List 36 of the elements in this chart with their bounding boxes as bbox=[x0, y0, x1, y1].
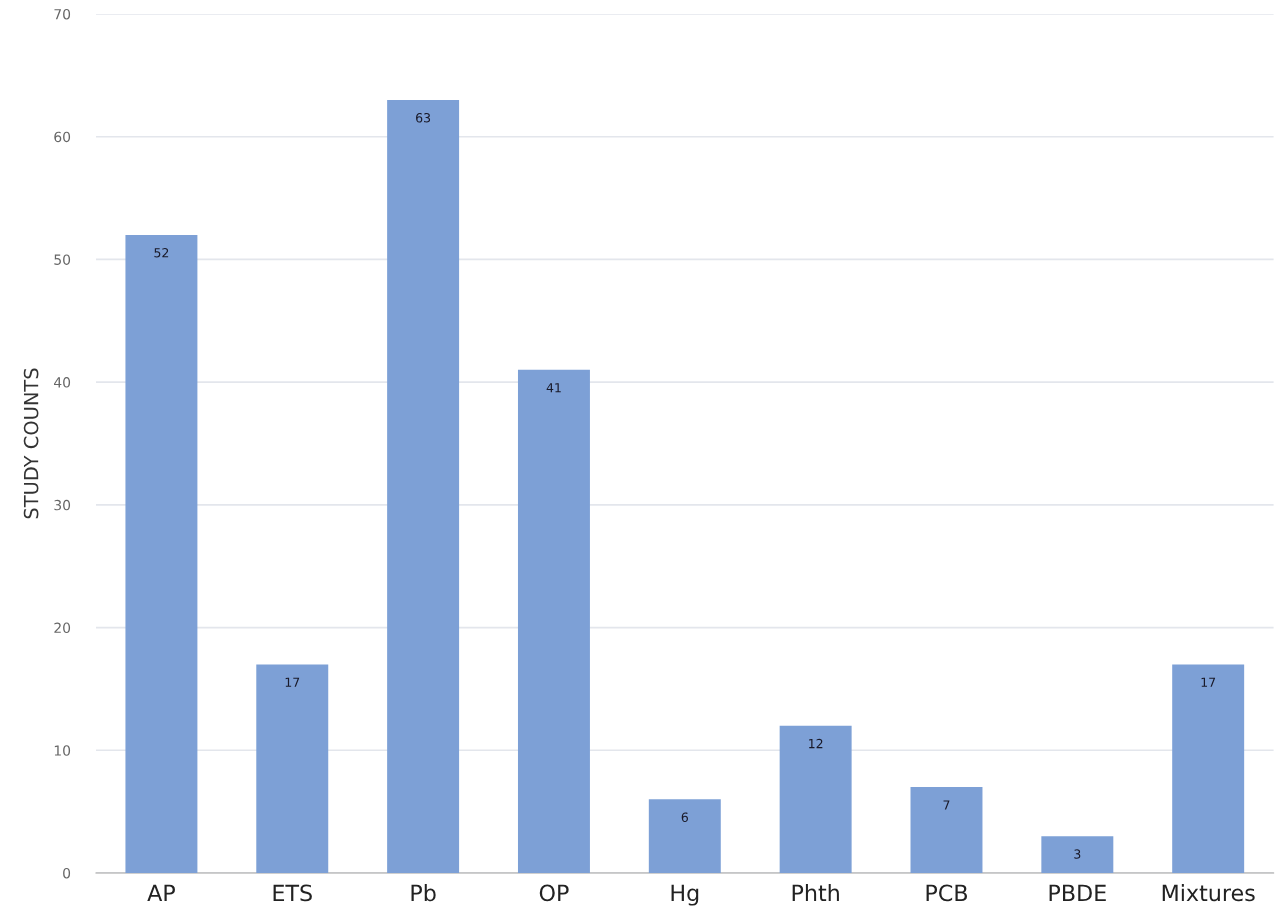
x-tick-label: Mixtures bbox=[1162, 884, 1255, 902]
bar bbox=[256, 664, 329, 873]
x-tick-label: PCB bbox=[926, 884, 967, 902]
x-tick-label: Pb bbox=[411, 884, 436, 902]
y-tick-label: 0 bbox=[63, 867, 71, 879]
y-tick-label: 30 bbox=[54, 499, 71, 511]
x-tick-label: Phth bbox=[792, 884, 839, 901]
y-tick-label: 70 bbox=[54, 8, 71, 20]
data-label: 52 bbox=[154, 248, 169, 258]
bar bbox=[125, 234, 198, 873]
data-label: 7 bbox=[943, 800, 950, 810]
bar bbox=[910, 787, 983, 873]
bar bbox=[779, 725, 852, 873]
y-tick-label: 50 bbox=[54, 254, 71, 265]
y-tick-label: 60 bbox=[54, 131, 71, 143]
y-tick-label: 10 bbox=[54, 745, 71, 756]
data-label: 3 bbox=[1074, 849, 1081, 859]
data-label: 41 bbox=[546, 383, 561, 393]
x-tick-label: PBDE bbox=[1049, 884, 1106, 901]
bar bbox=[1041, 836, 1114, 873]
data-label: 63 bbox=[416, 113, 431, 123]
x-tick-label: OP bbox=[539, 884, 569, 902]
data-label: 17 bbox=[285, 677, 300, 687]
bar bbox=[387, 99, 460, 873]
bar bbox=[648, 799, 721, 873]
bar bbox=[1172, 664, 1245, 873]
bar bbox=[517, 369, 590, 873]
y-tick-label: 20 bbox=[54, 622, 71, 634]
y-axis-title: STUDY COUNTS bbox=[23, 368, 39, 519]
data-label: 12 bbox=[809, 738, 823, 749]
data-label: 17 bbox=[1201, 677, 1216, 687]
y-tick-label: 40 bbox=[54, 377, 71, 388]
x-tick-label: ETS bbox=[273, 884, 312, 902]
x-tick-label: Hg bbox=[671, 884, 699, 906]
data-label: 6 bbox=[681, 812, 688, 822]
x-tick-label: AP bbox=[147, 884, 175, 901]
